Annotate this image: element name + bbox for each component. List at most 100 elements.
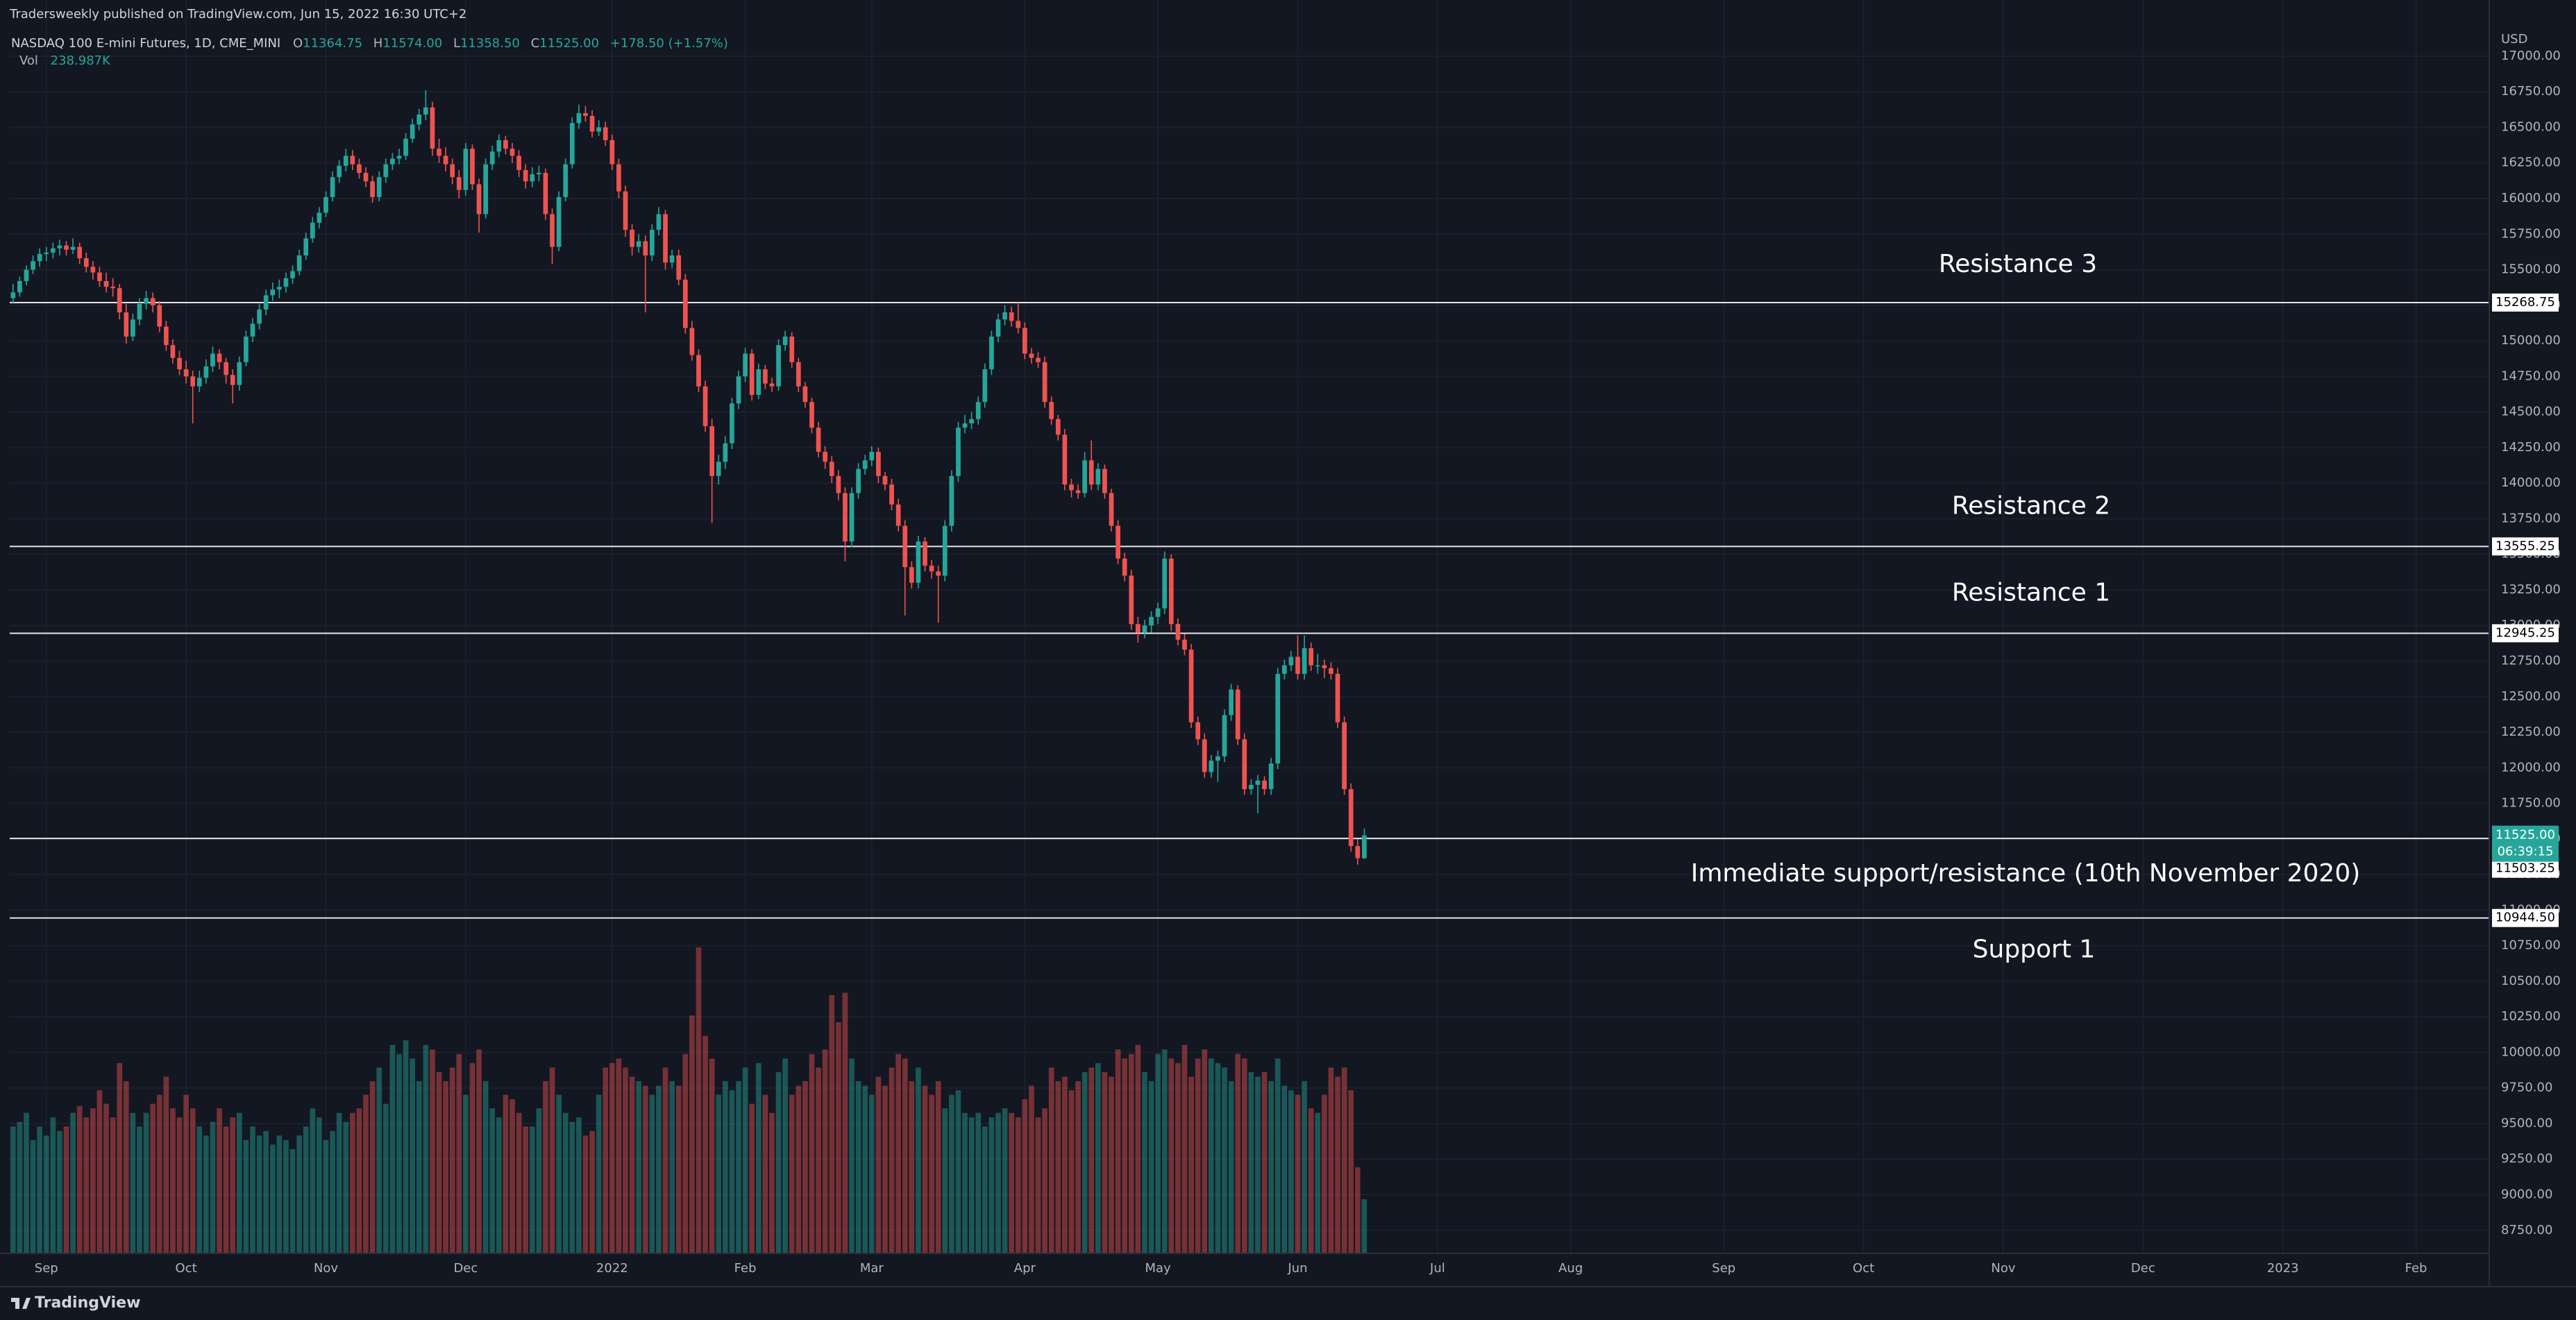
candle-body [303, 238, 309, 256]
candle-body [337, 165, 342, 178]
volume-bar [410, 1058, 415, 1253]
level-tag [2492, 624, 2559, 643]
candle-body [350, 155, 355, 164]
candle-body [603, 127, 608, 140]
candle-body [370, 181, 375, 197]
candle-body [203, 366, 209, 378]
volume-bar [1328, 1067, 1334, 1253]
x-tick-label: Oct [176, 1261, 197, 1276]
candle-body [1122, 558, 1127, 576]
x-tick-label: Oct [1853, 1261, 1874, 1276]
y-tick-label: 13250.00 [2501, 582, 2561, 597]
candle-body [343, 155, 348, 166]
volume-bar [736, 1081, 741, 1253]
volume-bar [1268, 1081, 1274, 1253]
volume-bar [1148, 1081, 1154, 1253]
volume-bar [223, 1126, 229, 1253]
candle-body [823, 452, 828, 462]
candle-body [982, 369, 988, 403]
x-tick-label: Sep [1712, 1261, 1735, 1276]
volume-bar [1274, 1058, 1281, 1253]
candle-body [1202, 739, 1207, 772]
y-tick-label: 16750.00 [2501, 84, 2561, 99]
candle-body [237, 362, 242, 385]
candle-body [650, 230, 655, 256]
volume-bar [875, 1076, 882, 1253]
candle-body [1069, 484, 1074, 491]
candle-body [802, 386, 808, 403]
candle-body [989, 336, 994, 370]
candle-body [956, 428, 961, 476]
candle-body [969, 418, 975, 424]
candle-body [416, 115, 422, 125]
candle-body [682, 279, 688, 328]
volume-bar [922, 1085, 928, 1253]
volume-bar [510, 1099, 515, 1253]
volume-bar [769, 1112, 775, 1253]
candle-body [975, 402, 981, 419]
candle-body [1262, 780, 1267, 790]
candle-body [942, 525, 948, 576]
brand: TradingView [35, 1294, 140, 1312]
volume-bar [250, 1126, 255, 1253]
x-tick-label: Sep [35, 1261, 58, 1276]
volume-bar [296, 1135, 302, 1253]
volume-bar [1075, 1081, 1081, 1253]
candle-body [530, 174, 535, 182]
volume-bar [702, 1035, 708, 1253]
candle-body [1042, 362, 1047, 403]
candle-body [716, 462, 721, 476]
volume-bar [1181, 1044, 1188, 1253]
volume-bar [1209, 1058, 1214, 1253]
volume-bar [1315, 1112, 1321, 1253]
volume-bar [975, 1112, 982, 1253]
candle-body [177, 357, 182, 370]
candle-body [183, 369, 189, 377]
y-tick-label: 9750.00 [2501, 1081, 2552, 1095]
candle-body [516, 155, 521, 170]
volume-bar [482, 1081, 489, 1253]
volume-bar [982, 1126, 988, 1253]
volume-bar [816, 1067, 821, 1253]
volume-bar [1055, 1081, 1061, 1253]
volume-bar [382, 1103, 389, 1253]
candle-body [244, 336, 249, 362]
candle-body [1195, 722, 1201, 740]
volume-bar [70, 1112, 76, 1253]
volume-bar [343, 1122, 349, 1253]
candle-body [1355, 846, 1361, 858]
legend-open: 11364.75 [303, 36, 362, 51]
volume-bar [1248, 1072, 1254, 1253]
candle-body [37, 253, 42, 262]
volume-bar [596, 1094, 602, 1253]
candle-body [1268, 763, 1274, 790]
candle-body [776, 345, 781, 387]
candle-body [1255, 780, 1261, 785]
volume-bar [1255, 1076, 1261, 1253]
candle-body [383, 164, 389, 178]
volume-bar [183, 1094, 189, 1253]
volume-bar [1135, 1044, 1141, 1253]
candle-body [1155, 608, 1161, 617]
volume-bar [369, 1081, 376, 1253]
volume-bar [1042, 1108, 1047, 1253]
volume-bar [942, 1108, 948, 1253]
candle-body [270, 289, 276, 296]
volume-bar [436, 1072, 442, 1253]
volume-bar [63, 1126, 69, 1253]
candle-body [1149, 616, 1154, 626]
volume-bar [716, 1094, 722, 1253]
candle-body [277, 287, 282, 290]
volume-bar [836, 1022, 841, 1253]
candle-body [423, 107, 428, 115]
volume-bar [323, 1140, 329, 1253]
candle-body [390, 158, 395, 164]
candle-body [1275, 673, 1281, 764]
volume-bar [889, 1067, 895, 1253]
volume-bar [1161, 1049, 1168, 1253]
volume-bar [24, 1112, 29, 1253]
candle-body [163, 326, 169, 346]
volume-bar [623, 1067, 628, 1253]
volume-bar [1335, 1076, 1340, 1253]
